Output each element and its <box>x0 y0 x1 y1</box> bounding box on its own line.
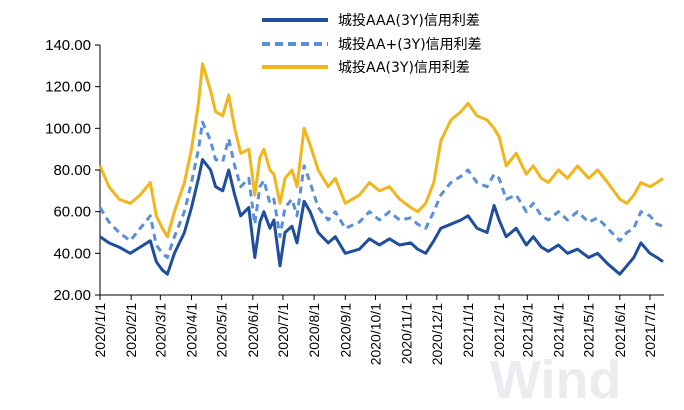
x-tick-label: 2020/2/1 <box>123 303 139 358</box>
x-tick-label: 2020/5/1 <box>214 303 230 358</box>
x-tick-label: 2021/7/1 <box>642 303 658 358</box>
x-tick-label: 2020/12/1 <box>429 303 445 365</box>
y-tick-label: 40.00 <box>53 245 91 262</box>
x-tick-label: 2020/1/1 <box>92 303 108 358</box>
x-tick-label: 2020/8/1 <box>306 303 322 358</box>
x-tick-label: 2021/3/1 <box>519 303 535 358</box>
x-tick-label: 2020/7/1 <box>275 303 291 358</box>
legend-label-1: 城投AAA(3Y)信用利差 <box>338 13 480 29</box>
axes-group: 20.00 40.00 60.00 80.00 100.00 120.00 140.00 20… <box>45 37 664 365</box>
x-tick-label: 2020/6/1 <box>245 303 261 358</box>
x-tick-label: 2021/1/1 <box>460 303 476 358</box>
y-tick-label: 100.00 <box>45 120 91 137</box>
x-tick-label: 2021/4/1 <box>550 303 566 358</box>
series-group <box>98 62 664 276</box>
y-tick-label: 80.00 <box>53 162 91 179</box>
x-tick-label: 2021/2/1 <box>491 303 507 358</box>
y-tick-label: 20.00 <box>53 287 91 304</box>
series-line-3 <box>98 62 664 239</box>
y-tick-label: 60.00 <box>53 204 91 221</box>
x-tick-label: 2020/10/1 <box>367 303 383 365</box>
series-line-2 <box>98 120 664 259</box>
x-tick-label: 2020/4/1 <box>183 303 199 358</box>
x-tick-label: 2020/3/1 <box>152 303 168 358</box>
y-tick-label: 120.00 <box>45 79 91 96</box>
series-line-1 <box>99 158 664 276</box>
legend-label-2: 城投AA+(3Y)信用利差 <box>338 37 482 53</box>
x-tick-label: 2020/11/1 <box>399 303 415 364</box>
x-tick-label: 2021/6/1 <box>612 303 628 358</box>
x-tick-label: 2021/5/1 <box>581 303 597 358</box>
y-tick-label: 140.00 <box>45 37 91 54</box>
legend-label-3: 城投AA(3Y)信用利差 <box>338 60 470 76</box>
watermark-text: Wind <box>490 350 621 410</box>
x-tick-label: 2020/9/1 <box>337 303 353 358</box>
